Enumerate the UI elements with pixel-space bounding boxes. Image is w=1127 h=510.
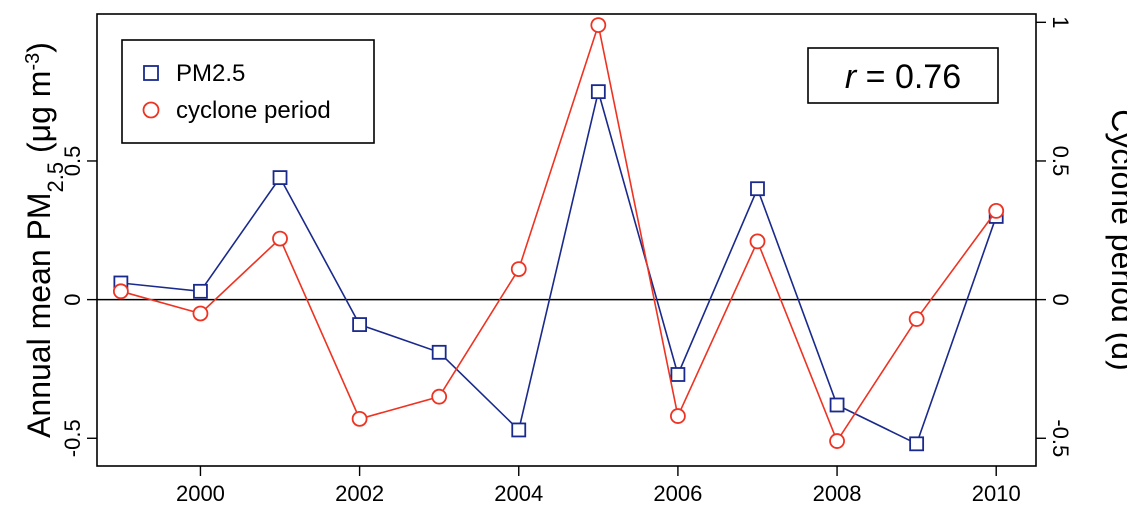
y-left-axis-title: Annual mean PM2.5 (μg m-3) bbox=[21, 42, 68, 438]
data-point-cyclone bbox=[510, 261, 527, 278]
plot-frame bbox=[96, 13, 1037, 467]
data-point-cyclone bbox=[988, 202, 1005, 219]
data-point-pm25 bbox=[670, 367, 686, 382]
data-point-pm25 bbox=[272, 170, 288, 186]
y-right-tick-label: 0.5 bbox=[1048, 146, 1073, 177]
x-tick-label: 2004 bbox=[494, 481, 543, 506]
legend-box bbox=[121, 39, 375, 144]
x-tick-label: 2000 bbox=[176, 481, 225, 506]
data-point-cyclone bbox=[431, 388, 448, 405]
data-point-pm25 bbox=[431, 344, 447, 360]
data-point-pm25 bbox=[590, 84, 606, 100]
correlation-r-value: = 0.76 bbox=[856, 58, 961, 96]
legend-label-pm25: PM2.5 bbox=[176, 60, 245, 87]
y-right-tick-label: -0.5 bbox=[1048, 419, 1073, 457]
data-point-cyclone bbox=[908, 311, 925, 327]
y-left-tick-label: 0.5 bbox=[60, 146, 85, 177]
y-right-axis-title: Cyclone period (d) bbox=[1105, 109, 1127, 370]
data-point-cyclone bbox=[351, 410, 368, 427]
data-point-cyclone bbox=[590, 17, 607, 33]
data-point-pm25 bbox=[193, 283, 208, 299]
legend-label-cyclone: cyclone period bbox=[176, 97, 331, 124]
correlation-annotation: r = 0.76 bbox=[807, 47, 999, 104]
data-point-pm25 bbox=[511, 422, 527, 438]
y-left-label-unit: (μg m bbox=[21, 71, 57, 162]
y-left-label-close: ) bbox=[21, 42, 57, 53]
data-point-pm25 bbox=[750, 181, 765, 197]
data-point-cyclone bbox=[670, 408, 686, 424]
correlation-box bbox=[807, 47, 999, 104]
data-point-pm25 bbox=[352, 317, 368, 332]
data-point-cyclone bbox=[829, 433, 845, 449]
y-left-label-sub: 2.5 bbox=[43, 162, 68, 193]
series-line-pm25 bbox=[120, 91, 997, 445]
correlation-text: r = 0.76 bbox=[845, 58, 961, 96]
legend: PM2.5 cyclone period bbox=[121, 39, 375, 144]
y-left-tick-label: 0 bbox=[60, 293, 85, 305]
y-right-tick-label: 1 bbox=[1048, 16, 1073, 28]
data-point-cyclone bbox=[192, 305, 209, 322]
legend-marker-pm25 bbox=[143, 65, 159, 81]
x-tick-label: 2010 bbox=[972, 481, 1021, 506]
series-line-cyclone bbox=[120, 21, 997, 443]
y-left-tick-label: -0.5 bbox=[60, 419, 85, 457]
x-tick-label: 2008 bbox=[813, 481, 862, 506]
legend-marker-cyclone bbox=[142, 101, 160, 119]
x-tick-label: 2006 bbox=[653, 481, 702, 506]
y-left-label-sup: -3 bbox=[22, 53, 44, 71]
data-point-cyclone bbox=[112, 283, 129, 300]
y-left-label-main: Annual mean PM bbox=[21, 192, 57, 437]
data-point-pm25 bbox=[909, 436, 925, 452]
x-tick-label: 2002 bbox=[335, 481, 384, 506]
correlation-r-symbol: r bbox=[845, 58, 858, 96]
data-point-cyclone bbox=[749, 233, 766, 250]
data-point-cyclone bbox=[272, 230, 288, 247]
y-right-tick-label: 0 bbox=[1048, 293, 1073, 305]
data-point-pm25 bbox=[829, 397, 845, 413]
